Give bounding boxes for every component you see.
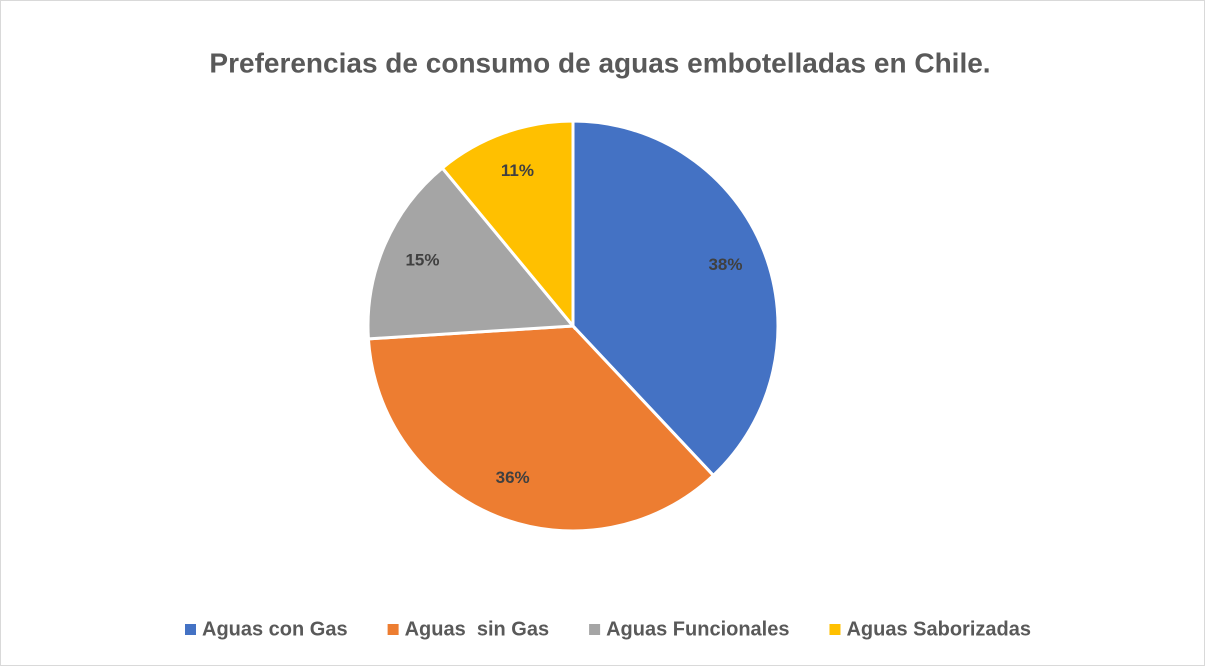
legend-swatch (185, 624, 196, 635)
pie-slice (440, 119, 575, 331)
legend-swatch (829, 624, 841, 635)
legend-label: Aguas con Gas (202, 618, 348, 640)
data-label: 11% (501, 161, 534, 180)
legend-label: Aguas sin Gas (405, 618, 550, 640)
legend-label: Aguas Funcionales (606, 618, 789, 640)
legend-label: Aguas Saborizadas (846, 618, 1031, 640)
pie-slice (366, 324, 716, 533)
pie-slice (571, 119, 780, 478)
chart-title: Preferencias de consumo de aguas embotel… (209, 47, 990, 78)
data-label: 36% (496, 468, 530, 487)
pie-slice (366, 165, 577, 341)
data-label: 38% (708, 255, 742, 274)
data-label: 15% (405, 250, 439, 269)
legend-swatch (387, 624, 399, 635)
legend-swatch (589, 624, 601, 635)
